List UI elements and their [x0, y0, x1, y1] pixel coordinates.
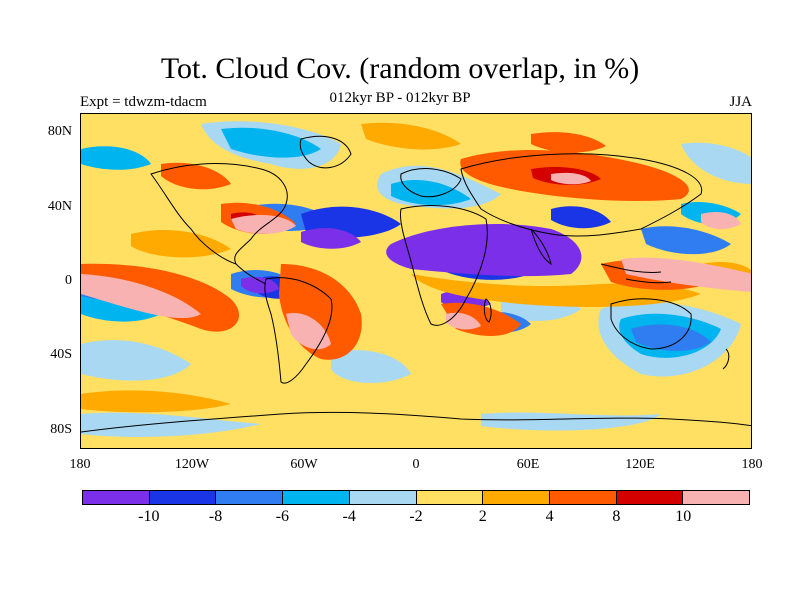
lon-label-120e: 120E: [625, 457, 655, 472]
season-label: JJA: [729, 94, 752, 110]
map-svg: [81, 114, 751, 448]
lon-label-60e: 60E: [516, 457, 540, 472]
lon-label-60w: 60W: [290, 457, 318, 472]
colorbar-label-2: -6: [275, 508, 290, 525]
colorbar-box-9: [683, 491, 750, 504]
colorbar-label-6: 4: [545, 508, 554, 525]
colorbar-label-4: -2: [409, 508, 423, 525]
colorbar: [82, 490, 750, 505]
colorbar-box-1: [149, 491, 217, 504]
lon-label-0: 0: [412, 457, 420, 472]
colorbar-box-2: [216, 491, 284, 504]
lon-label-180e: 180: [741, 457, 763, 472]
lat-label-40s: 40S: [50, 347, 72, 362]
colorbar-box-0: [83, 491, 150, 504]
coastlines: [81, 135, 751, 433]
field-orange: [81, 122, 751, 413]
lat-label-80s: 80S: [50, 422, 72, 437]
colorbar-label-5: 2: [478, 508, 487, 525]
lat-label-40n: 40N: [47, 199, 72, 214]
colorbar-box-3: [283, 491, 350, 504]
experiment-label: Expt = tdwzm-tdacm: [80, 94, 207, 110]
colorbar-label-7: 8: [612, 508, 621, 525]
plot-subtitle: 012kyr BP - 012kyr BP: [329, 90, 471, 106]
lat-label-80n: 80N: [47, 124, 72, 139]
colorbar-box-6: [483, 491, 550, 504]
cloud-cover-map: [80, 113, 752, 449]
colorbar-box-7: [549, 491, 617, 504]
colorbar-label-3: -4: [342, 508, 356, 525]
colorbar-label-1: -8: [208, 508, 223, 525]
lon-label-120w: 120W: [174, 457, 210, 472]
field-pink: [81, 172, 751, 350]
colorbar-box-4: [349, 491, 417, 504]
colorbar-label-0: -10: [138, 508, 160, 525]
plot-title: Tot. Cloud Cov. (random overlap, in %): [160, 52, 640, 85]
colorbar-box-5: [416, 491, 484, 504]
lon-label-180w: 180: [69, 457, 91, 472]
colorbar-label-8: 10: [675, 508, 692, 525]
colorbar-box-8: [616, 491, 684, 504]
lat-label-0: 0: [65, 273, 72, 288]
